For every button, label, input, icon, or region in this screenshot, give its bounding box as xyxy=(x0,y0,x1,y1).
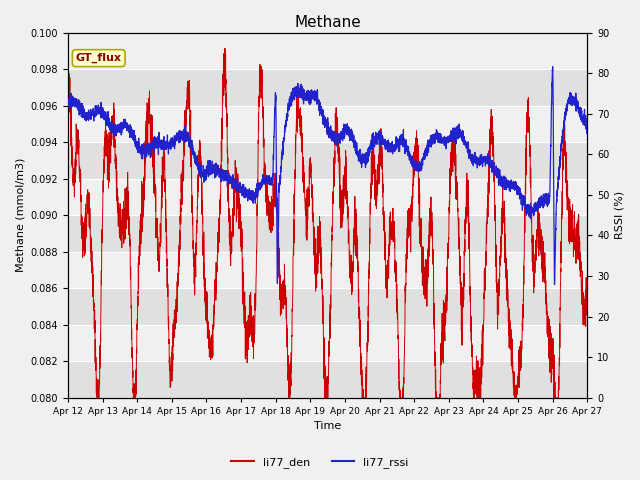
Bar xyxy=(68,106,588,142)
Y-axis label: RSSI (%): RSSI (%) xyxy=(615,191,625,239)
Legend: li77_den, li77_rssi: li77_den, li77_rssi xyxy=(227,452,413,472)
Bar xyxy=(68,325,588,361)
Y-axis label: Methane (mmol/m3): Methane (mmol/m3) xyxy=(15,158,25,272)
Title: Methane: Methane xyxy=(294,15,361,30)
Bar xyxy=(68,33,588,69)
X-axis label: Time: Time xyxy=(314,421,341,432)
Bar xyxy=(68,252,588,288)
Text: GT_flux: GT_flux xyxy=(76,53,122,63)
Bar xyxy=(68,179,588,215)
